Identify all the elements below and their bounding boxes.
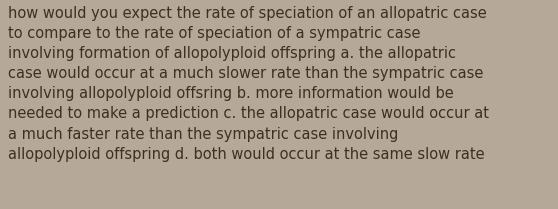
Text: how would you expect the rate of speciation of an allopatric case
to compare to : how would you expect the rate of speciat…: [8, 6, 489, 162]
